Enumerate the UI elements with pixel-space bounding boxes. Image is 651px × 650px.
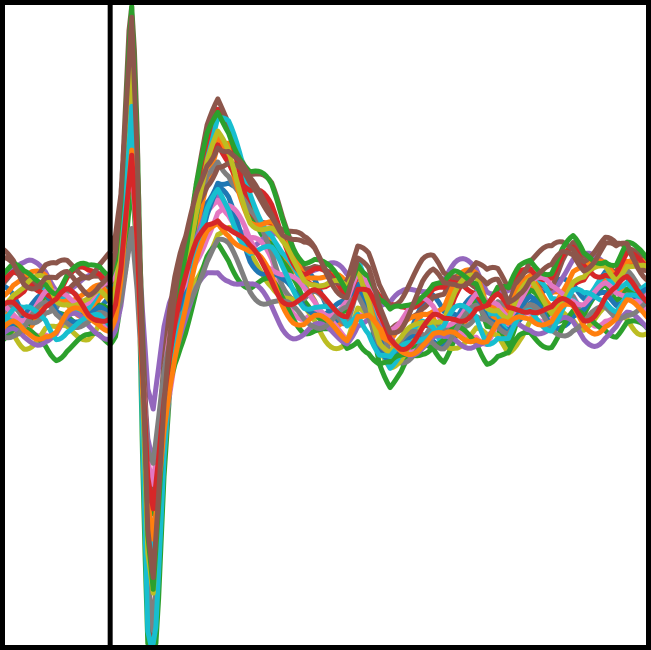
series-line-16 bbox=[0, 64, 651, 499]
trace-group bbox=[0, 4, 651, 646]
series-line-13 bbox=[0, 174, 651, 517]
